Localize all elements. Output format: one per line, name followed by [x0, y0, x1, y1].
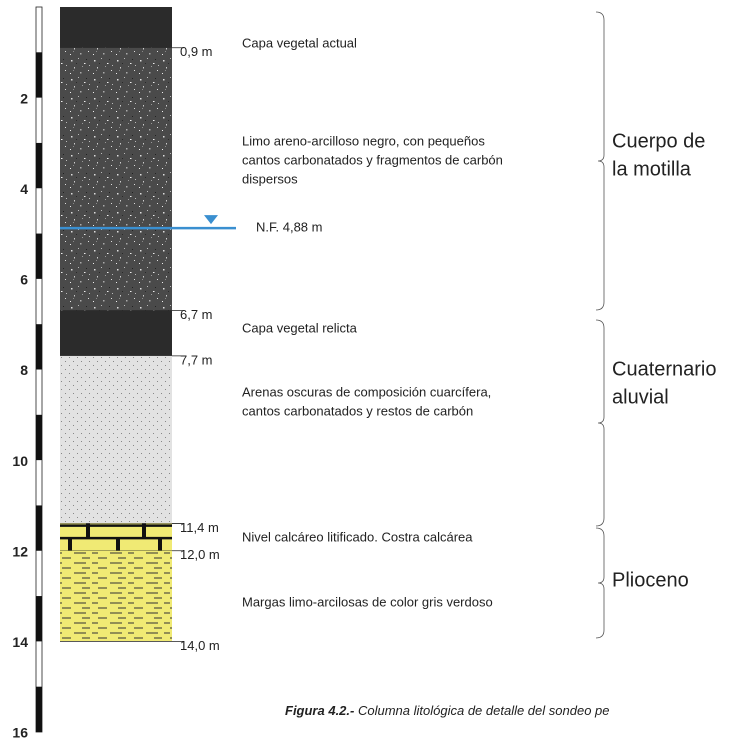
layer: [60, 356, 172, 524]
depth-tick-label: 16: [12, 725, 28, 740]
water-table-label: N.F. 4,88 m: [256, 220, 322, 235]
layer: [60, 551, 172, 642]
layer-description: Arenas oscuras de composición cuarcífera…: [242, 384, 491, 399]
unit-name: Cuerpo de: [612, 130, 705, 152]
layer-description: cantos carbonatados y restos de carbón: [242, 403, 473, 418]
layer: [60, 7, 172, 48]
unit-bracket: [596, 12, 604, 310]
scale-segment: [36, 324, 42, 369]
caption-title: Figura 4.2.-: [285, 703, 354, 718]
depth-tick-label: 10: [12, 453, 28, 469]
layer-description: Nivel calcáreo litificado. Costra calcár…: [242, 529, 473, 544]
unit-name: aluvial: [612, 386, 669, 408]
unit-bracket: [596, 528, 604, 638]
depth-tick-label: 4: [20, 181, 28, 197]
scale-segment: [36, 234, 42, 279]
caption: Figura 4.2.- Columna litológica de detal…: [285, 703, 610, 718]
layer-description: Capa vegetal relicta: [242, 320, 358, 335]
unit-name: la motilla: [612, 158, 692, 180]
caption-text: Columna litológica de detalle del sondeo…: [358, 703, 610, 718]
scale-segment: [36, 687, 42, 732]
depth-label: 14,0 m: [180, 638, 220, 653]
scale-segment: [36, 505, 42, 550]
depth-label: 7,7 m: [180, 352, 213, 367]
scale-segment: [36, 143, 42, 188]
depth-label: 12,0 m: [180, 547, 220, 562]
depth-label: 0,9 m: [180, 44, 213, 59]
layer-description: Capa vegetal actual: [242, 35, 357, 50]
unit-name: Cuaternario: [612, 358, 717, 380]
water-marker: [204, 215, 218, 224]
scale-segment: [36, 415, 42, 460]
layer: [60, 48, 172, 311]
scale-segment: [36, 52, 42, 97]
page: Figura 4.2.- Columna litológica de detal…: [0, 0, 754, 740]
unit-name: Plioceno: [612, 569, 689, 591]
depth-tick-label: 6: [20, 272, 28, 288]
layer-description: Limo areno-arcilloso negro, con pequeños: [242, 133, 485, 148]
layer-description: cantos carbonatados y fragmentos de carb…: [242, 152, 503, 167]
lithologic-column: Figura 4.2.- Columna litológica de detal…: [0, 0, 754, 740]
depth-label: 11,4 m: [180, 520, 219, 535]
depth-label: 6,7 m: [180, 307, 213, 322]
layer-description: Margas limo-arcilosas de color gris verd…: [242, 594, 493, 609]
layer-description: dispersos: [242, 171, 298, 186]
depth-tick-label: 12: [12, 543, 28, 559]
layer: [60, 311, 172, 356]
unit-bracket: [596, 320, 604, 526]
depth-tick-label: 2: [20, 90, 28, 106]
depth-tick-label: 14: [12, 634, 28, 650]
scale-segment: [36, 596, 42, 641]
depth-tick-label: 8: [20, 362, 28, 378]
